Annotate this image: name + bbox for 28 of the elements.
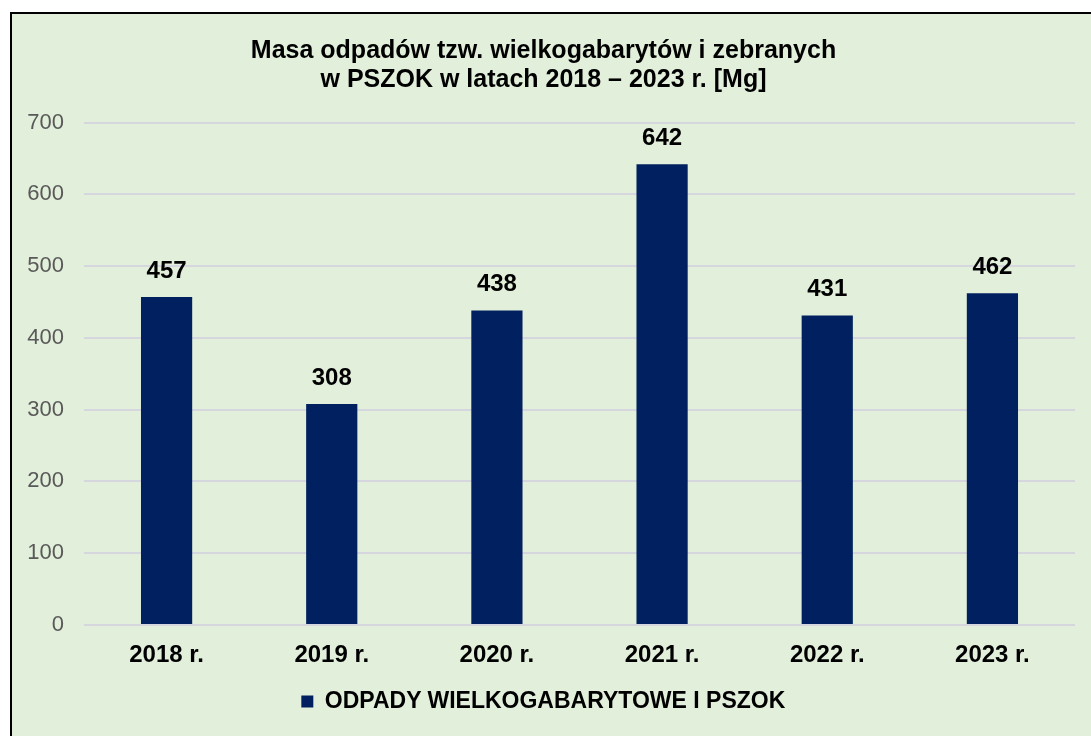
- chart-title: Masa odpadów tzw. wielkogabarytów i zebranych w PSZOK w latach 2018 – 2023 r. [Mg]: [250, 34, 837, 92]
- data-label: 431: [807, 274, 848, 302]
- x-tick-label: 2021 r.: [624, 640, 700, 668]
- y-tick-label: 100: [27, 539, 64, 565]
- y-tick-label: 400: [27, 323, 64, 349]
- x-tick-label: 2022 r.: [789, 640, 865, 668]
- y-tick-label: 600: [27, 180, 64, 206]
- y-tick-label: 200: [27, 467, 64, 493]
- x-tick-label: 2018 r.: [129, 640, 204, 668]
- bar: [966, 293, 1019, 624]
- y-tick-label: 700: [27, 108, 64, 134]
- legend-label: ODPADY WIELKOGABARYTOWE I PSZOK: [324, 686, 786, 713]
- bar: [801, 315, 853, 624]
- data-label: 462: [972, 251, 1013, 279]
- x-tick-label: 2020 r.: [459, 640, 535, 668]
- y-tick-label: 0: [51, 611, 64, 637]
- x-tick-label: 2023 r.: [955, 640, 1030, 668]
- data-label: 457: [146, 255, 187, 283]
- data-label: 642: [642, 122, 683, 150]
- bar: [306, 403, 358, 624]
- y-tick-label: 500: [27, 252, 64, 278]
- bar: [140, 296, 193, 624]
- data-label: 438: [476, 269, 517, 297]
- bar: [636, 164, 688, 624]
- y-tick-label: 300: [27, 395, 64, 421]
- bar: [471, 310, 523, 624]
- data-label: 308: [311, 362, 352, 390]
- x-tick-label: 2019 r.: [294, 640, 370, 668]
